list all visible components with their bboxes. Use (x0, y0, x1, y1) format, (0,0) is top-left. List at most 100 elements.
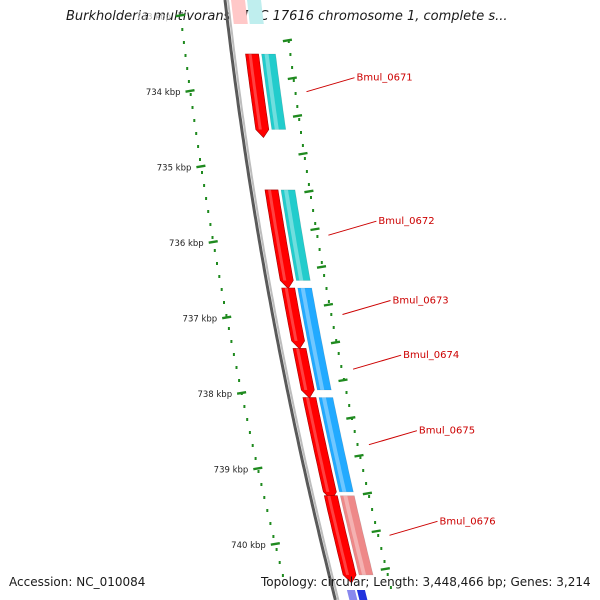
scale-dot-right (291, 66, 294, 69)
scale-dot-right (383, 560, 386, 563)
scale-dot (225, 314, 228, 317)
scale-dot (209, 223, 212, 226)
scale-dot (182, 41, 185, 44)
scale-dot (184, 54, 187, 57)
scale-dot-right (301, 144, 304, 147)
gene-label[interactable]: Bmul_0676 (440, 516, 496, 527)
scale-tick-right (354, 453, 364, 458)
gene-feature[interactable] (292, 348, 315, 399)
scale-tick-right (330, 340, 341, 345)
scale-dot-right (307, 183, 310, 186)
scale-dot (193, 119, 196, 122)
gene-label[interactable]: Bmul_0675 (419, 426, 475, 437)
scale-dot-right (292, 79, 295, 82)
scale-tick (253, 466, 263, 471)
scale-tick-label: 738 kbp (197, 390, 232, 400)
cds-feature[interactable] (339, 495, 374, 576)
gene-feature[interactable] (264, 189, 294, 289)
scale-dot (272, 535, 275, 538)
gene-feature[interactable] (323, 495, 357, 584)
scale-dot-right (289, 53, 292, 56)
gene-label[interactable]: Bmul_0672 (378, 216, 434, 227)
map-title: Burkholderia multivorans ATCC 17616 chro… (66, 9, 508, 24)
scale-dot (275, 548, 278, 551)
scale-dot (278, 561, 281, 564)
scale-tick-right (310, 227, 320, 232)
cds-feature-partial-bottom[interactable] (356, 590, 368, 600)
gene-feature-partial-bottom[interactable] (346, 590, 358, 600)
scale-dot (199, 158, 201, 161)
scale-dot (223, 301, 225, 304)
gene-feature[interactable] (281, 287, 305, 350)
scale-dot-right (310, 196, 312, 199)
scale-dot (201, 171, 203, 174)
scale-dot-right (332, 326, 335, 329)
gene-feature[interactable] (245, 53, 270, 138)
scale-tick-label: 734 kbp (146, 88, 181, 98)
gene-feature-highlight (248, 54, 262, 130)
scale-tick-label: 733 kbp (136, 13, 171, 23)
scale-dot (189, 93, 192, 96)
scale-dot-right (287, 40, 290, 43)
scale-tick-right (323, 302, 334, 307)
scale-tick (270, 542, 280, 546)
scale-dot (238, 379, 241, 382)
scale-tick-right (287, 76, 297, 81)
scale-dot-right (318, 248, 321, 251)
gene-feature-highlight (327, 495, 350, 575)
scale-dot (187, 80, 190, 83)
scale-dot-right (377, 534, 380, 537)
gene-label[interactable]: Bmul_0673 (393, 296, 449, 307)
scale-dot (232, 353, 235, 356)
scale-dot (220, 288, 223, 291)
scale-dot (266, 509, 269, 512)
gene-label[interactable]: Bmul_0671 (357, 73, 413, 84)
scale-dot (218, 275, 221, 278)
gene-label-leader (352, 354, 402, 370)
scale-dot-right (296, 105, 299, 108)
cds-feature-highlight (284, 189, 304, 281)
scale-dot-right (348, 404, 351, 407)
scale-tick (175, 13, 186, 18)
cds-feature[interactable] (280, 189, 311, 281)
scale-dot (257, 470, 260, 473)
gene-feature-highlight (284, 288, 298, 341)
scale-dot-right (359, 456, 362, 459)
scale-tick-right (362, 491, 373, 496)
scale-dot (230, 340, 233, 343)
cds-feature[interactable] (318, 397, 354, 493)
scale-dot-right (300, 131, 302, 134)
scale-dot-right (374, 521, 377, 524)
scale-dot-right (298, 118, 301, 121)
cds-feature[interactable] (261, 53, 287, 130)
gene-label-leader (328, 220, 377, 236)
scale-dot-right (368, 495, 371, 498)
cds-feature-partial[interactable] (247, 0, 264, 24)
scale-dot (216, 262, 218, 265)
cds-feature[interactable] (297, 287, 332, 391)
cds-feature-highlight (264, 54, 279, 130)
scale-dot-right (325, 287, 328, 290)
gene-feature-highlight (268, 189, 287, 281)
scale-dot (213, 249, 216, 252)
scale-dot-right (371, 508, 374, 511)
scale-tick-right (371, 529, 381, 534)
scale-tick-right (316, 265, 327, 269)
scale-dot (197, 145, 200, 148)
scale-dot-right (345, 391, 348, 394)
scale-tick-label: 737 kbp (183, 315, 218, 325)
scale-tick (196, 164, 206, 169)
scale-dot-right (320, 261, 323, 264)
gene-feature-partial[interactable] (231, 0, 248, 24)
scale-dot (203, 184, 206, 187)
scale-dot (181, 28, 184, 31)
gene-label[interactable]: Bmul_0674 (403, 350, 459, 361)
scale-tick-label: 739 kbp (214, 466, 249, 476)
scale-dot-right (353, 430, 356, 433)
scale-dot-right (294, 92, 297, 95)
scale-dot (235, 366, 238, 369)
cds-feature-highlight (300, 288, 325, 390)
scale-dot (269, 522, 272, 525)
scale-dot-right (356, 443, 359, 446)
